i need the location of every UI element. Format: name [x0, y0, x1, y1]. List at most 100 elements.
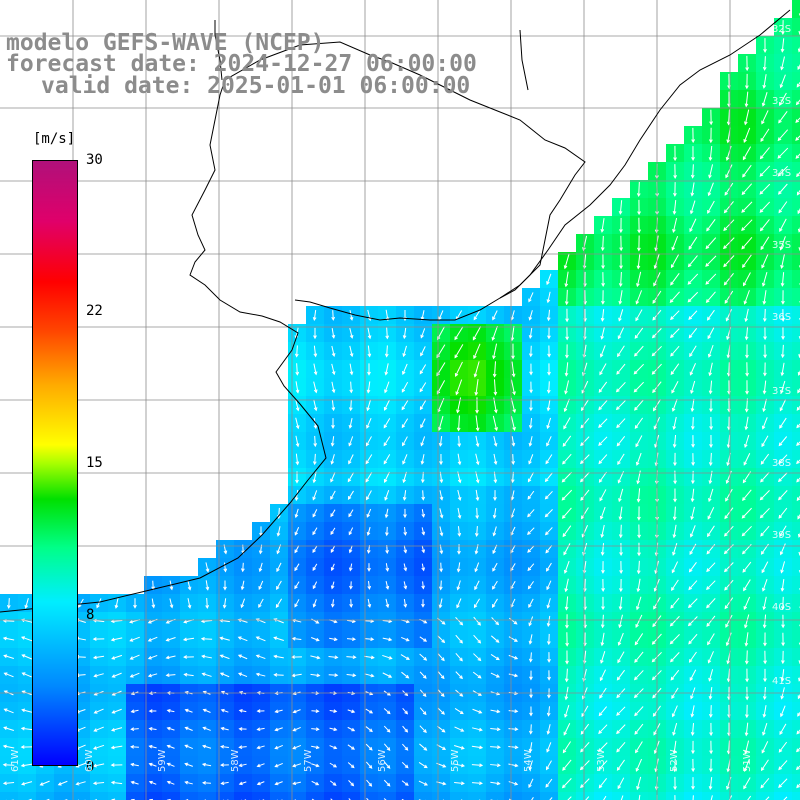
wind-arrow [687, 291, 699, 303]
wind-arrow [471, 745, 484, 750]
wind-arrow [763, 344, 767, 359]
wind-arrow [255, 672, 266, 677]
wind-arrow [419, 364, 427, 375]
wind-arrow [761, 741, 769, 754]
wind-arrow [166, 762, 175, 767]
wind-arrow [563, 543, 571, 556]
wind-arrow [454, 726, 465, 732]
wind-arrow [564, 380, 570, 395]
wind-arrow [778, 110, 788, 124]
wind-arrow [276, 562, 282, 573]
wind-arrow [508, 654, 519, 660]
wind-arrow [294, 345, 299, 358]
river-line [214, 20, 223, 81]
wind-arrow [383, 418, 391, 429]
wind-arrow [329, 727, 338, 732]
wind-arrow [508, 781, 519, 786]
wind-arrow [762, 380, 767, 395]
wind-arrow [510, 379, 516, 396]
wind-arrow [421, 581, 425, 590]
wind-speed-cell [594, 792, 613, 800]
wind-arrow [795, 135, 800, 141]
wind-arrow [385, 581, 390, 590]
colorbar-tick-0: 0 [86, 759, 95, 775]
wind-arrow [256, 745, 265, 750]
wind-arrow [546, 615, 551, 628]
wind-arrow [92, 655, 105, 660]
wind-arrow [330, 798, 333, 800]
wind-speed-cell [360, 792, 379, 800]
wind-arrow [366, 508, 372, 518]
wind-arrow [780, 38, 785, 53]
wind-arrow [383, 708, 391, 715]
wind-speed-cell [792, 576, 800, 595]
wind-arrow [710, 795, 713, 800]
wind-arrow [472, 727, 483, 732]
wind-speed-cell [792, 522, 800, 541]
wind-arrow [705, 273, 717, 285]
wind-arrow [436, 344, 446, 359]
wind-arrow [762, 56, 767, 71]
wind-arrow [421, 545, 426, 554]
wind-arrow [165, 673, 176, 678]
wind-arrow [796, 189, 800, 196]
wind-arrow [200, 636, 213, 641]
wind-speed-cell [144, 792, 163, 800]
wind-arrow [741, 219, 753, 232]
wind-arrow [492, 526, 497, 537]
wind-arrow [706, 562, 716, 573]
wind-arrow [690, 723, 695, 736]
wind-arrow [600, 614, 605, 629]
wind-arrow [130, 727, 139, 731]
wind-arrow [544, 509, 553, 518]
wind-arrow [741, 525, 752, 537]
wind-arrow [743, 579, 751, 592]
wind-arrow [708, 669, 714, 682]
wind-arrow [219, 654, 230, 660]
wind-arrow [528, 742, 533, 753]
wind-arrow [546, 724, 551, 735]
wind-arrow [383, 436, 391, 447]
wind-arrow [671, 705, 678, 718]
lon-label: 53W [596, 749, 607, 772]
wind-arrow [670, 363, 680, 376]
wind-arrow [580, 723, 590, 735]
wind-speed-cell [792, 324, 800, 343]
wind-arrow [402, 725, 409, 733]
wind-arrow [493, 379, 498, 396]
wind-arrow [564, 362, 569, 377]
wind-arrow [687, 255, 698, 268]
wind-arrow [742, 164, 752, 178]
wind-speed-cell [792, 54, 800, 73]
wind-speed-cell [792, 630, 800, 649]
wind-arrow [490, 763, 501, 768]
wind-arrow [637, 506, 641, 521]
wind-arrow [420, 418, 426, 429]
wind-arrow [562, 453, 572, 465]
wind-arrow [545, 454, 553, 465]
wind-arrow [709, 416, 713, 431]
wind-arrow [673, 145, 677, 162]
wind-arrow [579, 760, 590, 771]
wind-arrow [635, 758, 643, 772]
wind-arrow [601, 596, 605, 611]
wind-arrow [401, 381, 409, 393]
wind-arrow [329, 780, 337, 786]
wind-arrow [724, 579, 734, 591]
wind-arrow [797, 370, 800, 376]
wind-arrow [184, 708, 193, 713]
wind-arrow [725, 632, 732, 647]
lon-label: 56W [377, 749, 388, 772]
wind-speed-cell [792, 558, 800, 577]
wind-arrow [384, 508, 389, 519]
wind-arrow [562, 525, 572, 538]
wind-arrow [599, 363, 607, 376]
wind-arrow [637, 199, 641, 216]
wind-arrow [365, 472, 373, 483]
wind-speed-cell [792, 738, 800, 757]
wind-arrow [401, 400, 409, 411]
wind-arrow [184, 744, 193, 750]
wind-arrow [637, 217, 641, 234]
wind-arrow [672, 543, 678, 556]
wind-arrow [562, 435, 572, 447]
